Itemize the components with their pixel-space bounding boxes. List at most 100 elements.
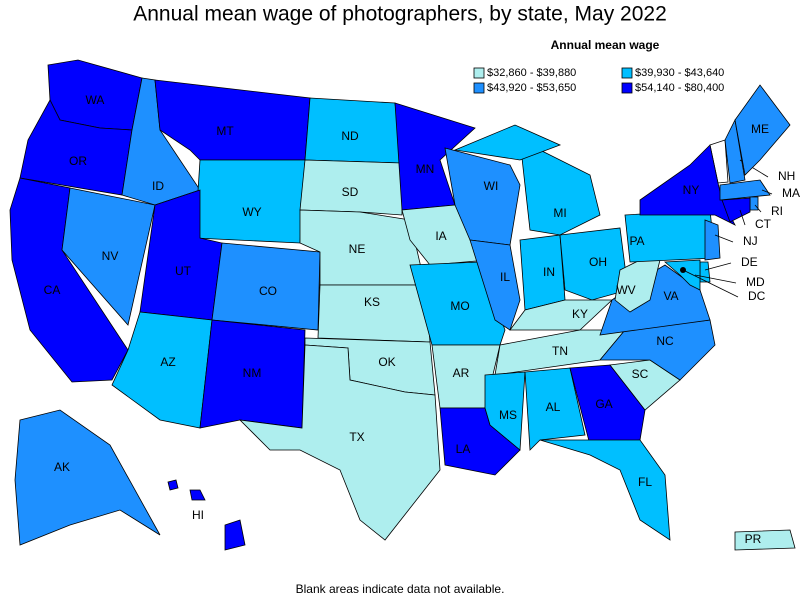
- state-label: MT: [216, 124, 234, 138]
- legend-label: $43,920 - $53,650: [487, 82, 576, 94]
- state-shape: [663, 259, 701, 291]
- state-shape: [519, 139, 601, 236]
- state-shape: [704, 219, 721, 261]
- state-label: LA: [456, 442, 471, 456]
- state-shape: [189, 489, 206, 501]
- state-label: WY: [242, 205, 261, 219]
- legend-title: Annual mean wage: [551, 38, 660, 52]
- title: Annual mean wage of photographers, by st…: [133, 3, 667, 26]
- leader-line: [714, 234, 734, 243]
- state-label: NH: [778, 169, 795, 183]
- state-shape: [317, 284, 431, 343]
- state-label: MI: [553, 206, 566, 220]
- state-label: FL: [638, 475, 652, 489]
- state-label: KS: [364, 295, 380, 309]
- state-label: HI: [192, 508, 204, 522]
- state-label: OR: [69, 154, 87, 168]
- state-label: ID: [152, 179, 164, 193]
- state-label: KY: [572, 307, 588, 321]
- state-label: RI: [771, 204, 783, 218]
- state-label: MN: [416, 162, 435, 176]
- legend-swatch: [621, 67, 633, 79]
- state-label: AL: [546, 400, 561, 414]
- state-label: UT: [175, 264, 192, 278]
- state-label: DC: [748, 289, 766, 303]
- state-shape: [61, 187, 156, 326]
- state-label: NC: [656, 334, 674, 348]
- legend-swatch: [473, 67, 485, 79]
- state-shape: [453, 124, 562, 161]
- state-label: MA: [782, 186, 800, 200]
- state-label: PR: [745, 532, 762, 546]
- state-shape: [238, 344, 441, 541]
- state-shape: [569, 364, 646, 446]
- state-label: TX: [349, 430, 364, 444]
- leader-line: [694, 274, 737, 284]
- state-label: ND: [341, 129, 359, 143]
- state-label: PA: [629, 234, 644, 248]
- state-label: WA: [86, 93, 105, 107]
- state-label: NY: [683, 183, 700, 197]
- state-shape: [394, 102, 476, 211]
- state-shape: [299, 159, 403, 216]
- state-label: NM: [243, 366, 262, 380]
- state-label: IA: [435, 229, 446, 243]
- leader-line: [754, 204, 762, 213]
- state-shape: [719, 179, 771, 201]
- state-shape: [111, 311, 213, 429]
- state-label: AK: [54, 460, 70, 474]
- leader-line: [739, 209, 746, 226]
- state-label: AR: [453, 366, 470, 380]
- state-label: NJ: [743, 234, 758, 248]
- state-label: CO: [259, 284, 277, 298]
- state-shape: [524, 367, 586, 451]
- state-label: IL: [500, 270, 510, 284]
- state-shape: [721, 197, 751, 223]
- state-label: CT: [755, 217, 772, 231]
- state-label: ME: [751, 122, 769, 136]
- state-shape: [539, 439, 671, 541]
- leader-line: [682, 269, 739, 298]
- state-shape: [224, 519, 246, 551]
- state-shape: [724, 118, 746, 184]
- footnote: Blank areas indicate data not available.: [296, 582, 505, 596]
- state-label: SC: [632, 367, 649, 381]
- state-label: WI: [484, 179, 499, 193]
- state-shape: [559, 227, 629, 301]
- state-label: WV: [616, 283, 635, 297]
- legend-swatch: [621, 82, 633, 94]
- state-label: DE: [741, 255, 758, 269]
- state-label: CA: [44, 283, 61, 297]
- dc-marker: [680, 267, 686, 273]
- state-shape: [734, 529, 796, 551]
- state-label: MO: [450, 299, 469, 313]
- leader-line: [704, 262, 732, 271]
- state-label: AZ: [160, 355, 175, 369]
- legend-label: $54,140 - $80,400: [635, 82, 724, 94]
- leader-line: [761, 189, 773, 195]
- state-shape: [749, 196, 759, 211]
- legend-label: $32,860 - $39,880: [487, 67, 576, 79]
- state-shape: [154, 79, 311, 161]
- state-label: NV: [102, 249, 119, 263]
- legend-swatch: [473, 82, 485, 94]
- state-shape: [484, 371, 526, 451]
- state-label: MS: [499, 408, 517, 422]
- state-shape: [167, 479, 179, 491]
- state-label: NE: [349, 242, 366, 256]
- state-shape: [409, 261, 506, 346]
- state-label: OK: [378, 355, 395, 369]
- state-label: GA: [595, 397, 612, 411]
- state-label: TN: [552, 344, 568, 358]
- state-label: VA: [663, 289, 678, 303]
- state-label: MD: [746, 275, 765, 289]
- legend-label: $39,930 - $43,640: [635, 67, 724, 79]
- state-shape: [734, 84, 791, 176]
- state-label: IN: [543, 265, 555, 279]
- state-shape: [194, 159, 306, 244]
- state-shape: [14, 409, 161, 546]
- state-label: OH: [589, 255, 607, 269]
- state-label: SD: [342, 185, 359, 199]
- state-shape: [469, 239, 521, 331]
